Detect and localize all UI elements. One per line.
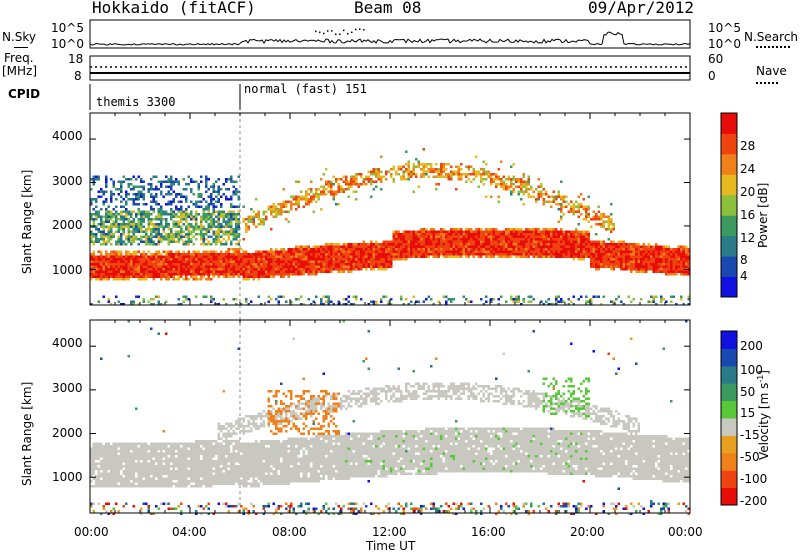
- nsearch-dot: [323, 32, 325, 35]
- nave-label: Nave: [756, 64, 787, 78]
- power-colorbar-swatch: [721, 153, 737, 175]
- nsearch-dot: [359, 28, 361, 30]
- velocity-colorbar-swatch: [721, 435, 737, 454]
- power-cb-tick-16: 16: [740, 208, 756, 222]
- xlabel: Time UT: [366, 539, 416, 553]
- xtick-12: 12:00: [372, 525, 407, 539]
- nsearch-dotted: [756, 46, 790, 48]
- nsky-underline: [14, 47, 28, 48]
- freq-tick-bottom: 8: [74, 69, 82, 83]
- velocity-ytick-2000: 2000: [52, 426, 83, 440]
- nsearch-tick-bottom: 10^0: [708, 37, 741, 51]
- cpid-label: CPID: [8, 87, 41, 101]
- power-colorbar-swatch: [721, 276, 737, 298]
- colorbars: [720, 112, 738, 506]
- freq-label: Freq.: [4, 51, 34, 65]
- power-ytick-2000: 2000: [52, 218, 83, 232]
- xtick-0: 00:00: [74, 525, 109, 539]
- station-title: Hokkaido (fitACF): [92, 0, 256, 17]
- vel-cb-tick--100: -100: [740, 472, 768, 486]
- velocity-colorbar-swatch: [721, 470, 737, 489]
- nsearch-dot: [355, 28, 357, 31]
- power-colorbar-swatch: [721, 256, 737, 277]
- velocity-colorbar-swatch: [721, 452, 737, 471]
- velocity-colorbar-swatch: [721, 400, 737, 419]
- nsky-label: N.Sky: [2, 30, 37, 44]
- top-panels: [89, 19, 691, 513]
- velocity-ytick-1000: 1000: [52, 470, 83, 484]
- velocity-heatmap: [90, 320, 690, 515]
- velocity-colorbar-swatch: [721, 348, 737, 367]
- nsky-frame: [89, 19, 691, 49]
- xtick-20: 20:00: [570, 525, 605, 539]
- power-cb-tick-12: 12: [740, 231, 756, 245]
- nsearch-dot: [335, 33, 337, 36]
- freq-frame: [89, 55, 691, 81]
- nsearch-tick-top: 10^5: [708, 21, 741, 35]
- power-colorbar-swatch: [721, 174, 737, 196]
- date-title: 09/Apr/2012: [588, 0, 694, 17]
- power-cb-tick-24: 24: [740, 162, 756, 176]
- power-cb-tick-4: 4: [740, 269, 748, 283]
- xtick-4: 04:00: [172, 525, 207, 539]
- beam-title: Beam 08: [354, 0, 422, 17]
- vel-cb-tick--50: -50: [740, 450, 760, 464]
- velocity-colorbar-swatch: [721, 418, 737, 436]
- power-cb-tick-8: 8: [740, 253, 748, 267]
- power-ytick-1000: 1000: [52, 263, 83, 277]
- velocity-ytick-4000: 4000: [52, 336, 83, 350]
- power-colorbar-swatch: [721, 215, 737, 237]
- nsky-tick-top: 10^5: [51, 21, 84, 35]
- axes-frames: [89, 112, 691, 514]
- nsearch-dot: [319, 31, 321, 34]
- nsearch-label: N.Search: [744, 30, 799, 44]
- vel-cb-tick--200: -200: [740, 494, 768, 508]
- xtick-16: 16:00: [471, 525, 506, 539]
- nsearch-dot: [339, 33, 341, 35]
- nsearch-dot: [331, 30, 333, 32]
- nave-tick-top: 60: [708, 52, 724, 66]
- nsearch-dot: [347, 32, 349, 35]
- vel-cb-tick-15: 15: [740, 406, 756, 420]
- nsearch-dot: [351, 31, 353, 34]
- power-colorbar-frame: [720, 112, 738, 298]
- velocity-colorbar-swatch: [721, 487, 737, 506]
- nsearch-dot: [315, 30, 317, 33]
- vel-cb-tick--15: -15: [740, 428, 760, 442]
- velocity-colorbar-swatch: [721, 365, 737, 384]
- nsearch-dot: [343, 29, 345, 32]
- velocity-colorbar-swatch: [721, 383, 737, 402]
- xtick-24: 00:00: [668, 525, 703, 539]
- nave-tick-bottom: 0: [708, 69, 716, 83]
- cpid-mode-2: normal (fast) 151: [244, 82, 367, 96]
- nsearch-dot: [363, 29, 365, 31]
- power-cb-tick-20: 20: [740, 185, 756, 199]
- freq-tick-top: 18: [68, 52, 84, 66]
- power-colorbar-swatch: [721, 113, 737, 134]
- power-colorbar-swatch: [721, 235, 737, 257]
- power-colorbar-swatch: [721, 133, 737, 155]
- velocity-colorbar-frame: [720, 330, 738, 506]
- xtick-8: 08:00: [272, 525, 307, 539]
- vel-cb-tick-100: 100: [740, 363, 763, 377]
- nsky-trace: [89, 31, 691, 46]
- nave-dotted: [756, 82, 778, 84]
- vel-cb-tick-50: 50: [740, 385, 756, 399]
- power-cb-tick-28: 28: [740, 139, 756, 153]
- nsearch-dot: [327, 30, 329, 32]
- velocity-colorbar-swatch: [721, 331, 737, 349]
- vel-cb-tick-200: 200: [740, 339, 763, 353]
- cpid-mode-1: themis 3300: [96, 95, 176, 109]
- nsky-tick-bottom: 10^0: [51, 37, 84, 51]
- power-ytick-3000: 3000: [52, 174, 83, 188]
- power-ytick-4000: 4000: [52, 129, 83, 143]
- power-colorbar-swatch: [721, 194, 737, 216]
- power-heatmap: [90, 148, 690, 306]
- velocity-ytick-3000: 3000: [52, 381, 83, 395]
- freq-unit-label: [MHz]: [2, 64, 38, 78]
